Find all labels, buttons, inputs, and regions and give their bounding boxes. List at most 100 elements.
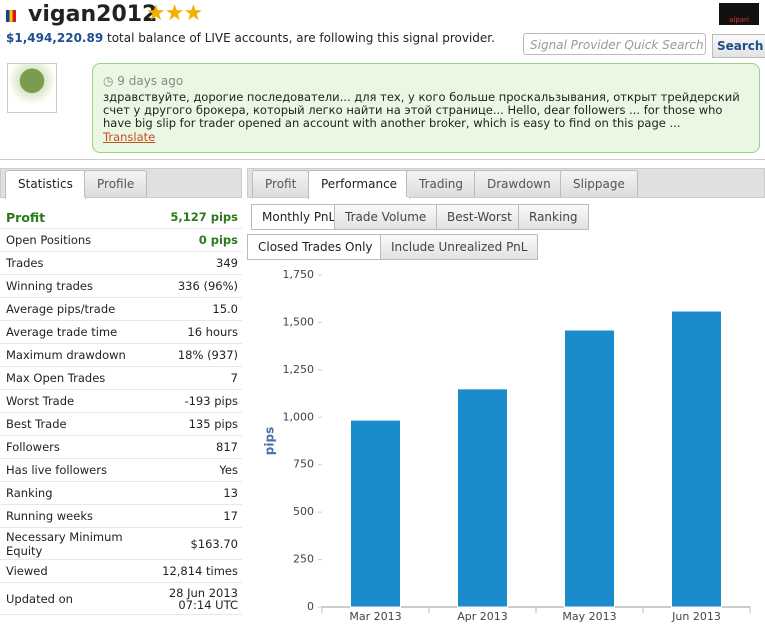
stat-row: Maximum drawdown 18% (937) <box>0 343 242 367</box>
filter-button[interactable]: Include Unrealized PnL <box>380 234 539 260</box>
sub-tab[interactable]: Monthly PnL <box>251 204 347 230</box>
tab[interactable]: Drawdown <box>474 170 564 197</box>
stat-value: 16 hours <box>142 320 242 344</box>
stat-label: Max Open Trades <box>0 366 142 390</box>
avatar <box>7 63 57 113</box>
provider-name: vigan2012 <box>28 2 158 27</box>
translate-link[interactable]: Translate <box>103 130 156 144</box>
stat-row: Best Trade 135 pips <box>0 412 242 436</box>
y-tick-label: 500 <box>293 505 314 518</box>
stats-panel: Profit 5,127 pips Open Positions 0 pips Trad… <box>0 206 242 615</box>
stars: ★★★ <box>146 1 203 26</box>
stat-value: 28 Jun 2013 07:14 UTC <box>142 582 242 615</box>
comment-text: здравствуйте, дорогие последователи... д… <box>103 90 740 130</box>
comment-time: 9 days ago <box>117 74 184 88</box>
tab[interactable]: Statistics <box>5 170 86 199</box>
sub-tabs: Monthly PnL Trade Volume Best-Worst Ranking… <box>247 204 765 260</box>
stat-row: Running weeks 17 <box>0 504 242 528</box>
y-tick-label: 250 <box>293 553 314 566</box>
y-tick-label: 750 <box>293 458 314 471</box>
tab[interactable]: Profit <box>252 170 310 197</box>
stat-value: 15.0 <box>142 297 242 321</box>
stat-value: 5,127 pips <box>142 206 242 229</box>
divider <box>0 159 765 160</box>
stat-value: 17 <box>142 504 242 528</box>
y-tick-label: 1,750 <box>283 268 315 281</box>
y-tick-label: 0 <box>307 600 314 613</box>
search-input[interactable]: Signal Provider Quick Search <box>523 33 706 55</box>
stat-label: Best Trade <box>0 412 142 436</box>
tab[interactable]: Performance <box>308 170 411 199</box>
bar <box>564 329 615 608</box>
right-tabs: Profit Performance Trading Drawdown Slippage <box>247 168 765 199</box>
stat-row: Ranking 13 <box>0 481 242 505</box>
x-tick-label: May 2013 <box>562 610 616 623</box>
bar <box>671 310 722 608</box>
stat-row: Winning trades 336 (96%) <box>0 274 242 298</box>
stat-label: Worst Trade <box>0 389 142 413</box>
stat-value: 336 (96%) <box>142 274 242 298</box>
comment-time-line: ◷ 9 days ago <box>103 74 184 88</box>
balance-text: total balance of LIVE accounts, are foll… <box>107 31 495 45</box>
search-button[interactable]: Search <box>712 34 765 58</box>
balance-line: $1,494,220.89 total balance of LIVE acco… <box>6 31 495 45</box>
stat-label: Updated on <box>0 582 142 615</box>
stat-row: Average pips/trade 15.0 <box>0 297 242 321</box>
stat-value: $163.70 <box>142 527 242 560</box>
left-tabs: Statistics Profile <box>0 168 242 199</box>
stat-label: Average trade time <box>0 320 142 344</box>
stat-label: Running weeks <box>0 504 142 528</box>
stat-row: Updated on 28 Jun 2013 07:14 UTC <box>0 582 242 615</box>
y-tick-label: 1,000 <box>283 410 315 423</box>
stat-row: Followers 817 <box>0 435 242 459</box>
comment-box: ◷ 9 days ago здравствуйте, дорогие после… <box>92 63 760 153</box>
stat-value: 7 <box>142 366 242 390</box>
broker-logo: alpari <box>719 3 759 25</box>
x-tick-label: Apr 2013 <box>457 610 508 623</box>
stats-table: Profit 5,127 pips Open Positions 0 pips Trad… <box>0 206 242 615</box>
stat-row: Average trade time 16 hours <box>0 320 242 344</box>
stat-label: Has live followers <box>0 458 142 482</box>
tab[interactable]: Trading <box>406 170 477 197</box>
x-tick-label: Jun 2013 <box>671 610 721 623</box>
stat-label: Open Positions <box>0 228 142 252</box>
stat-value: 13 <box>142 481 242 505</box>
stat-label: Followers <box>0 435 142 459</box>
stat-row: Viewed 12,814 times <box>0 559 242 583</box>
stat-label: Viewed <box>0 559 142 583</box>
stat-label: Profit <box>0 206 142 229</box>
x-tick-label: Mar 2013 <box>349 610 401 623</box>
stat-row: Necessary Minimum Equity $163.70 <box>0 527 242 560</box>
stat-label: Ranking <box>0 481 142 505</box>
stat-label: Necessary Minimum Equity <box>0 527 142 560</box>
stat-value: Yes <box>142 458 242 482</box>
stat-value: -193 pips <box>142 389 242 413</box>
stat-value: 0 pips <box>142 228 242 252</box>
balance: $1,494,220.89 <box>6 31 104 45</box>
stat-row: Profit 5,127 pips <box>0 206 242 229</box>
bar <box>350 419 401 608</box>
sub-tab[interactable]: Trade Volume <box>334 204 438 230</box>
stat-row: Worst Trade -193 pips <box>0 389 242 413</box>
stat-row: Open Positions 0 pips <box>0 228 242 252</box>
stat-label: Trades <box>0 251 142 275</box>
filter-button[interactable]: Closed Trades Only <box>247 234 384 260</box>
stat-value: 349 <box>142 251 242 275</box>
y-tick-label: 1,500 <box>283 315 315 328</box>
sub-tab[interactable]: Best-Worst <box>436 204 523 230</box>
y-tick-label: 1,250 <box>283 363 315 376</box>
stat-label: Average pips/trade <box>0 297 142 321</box>
stat-row: Trades 349 <box>0 251 242 275</box>
stat-row: Has live followers Yes <box>0 458 242 482</box>
stat-value: 817 <box>142 435 242 459</box>
stat-label: Maximum drawdown <box>0 343 142 367</box>
y-axis-label: pips <box>263 427 277 455</box>
sub-tab[interactable]: Ranking <box>518 204 589 230</box>
tab[interactable]: Profile <box>84 170 148 197</box>
chart: pips 0 250 500 750 1,000 1,250 1,500 1,750 Mar 20… <box>263 268 751 623</box>
stat-row: Max Open Trades 7 <box>0 366 242 390</box>
stat-value: 12,814 times <box>142 559 242 583</box>
tab[interactable]: Slippage <box>560 170 638 197</box>
stat-value: 135 pips <box>142 412 242 436</box>
